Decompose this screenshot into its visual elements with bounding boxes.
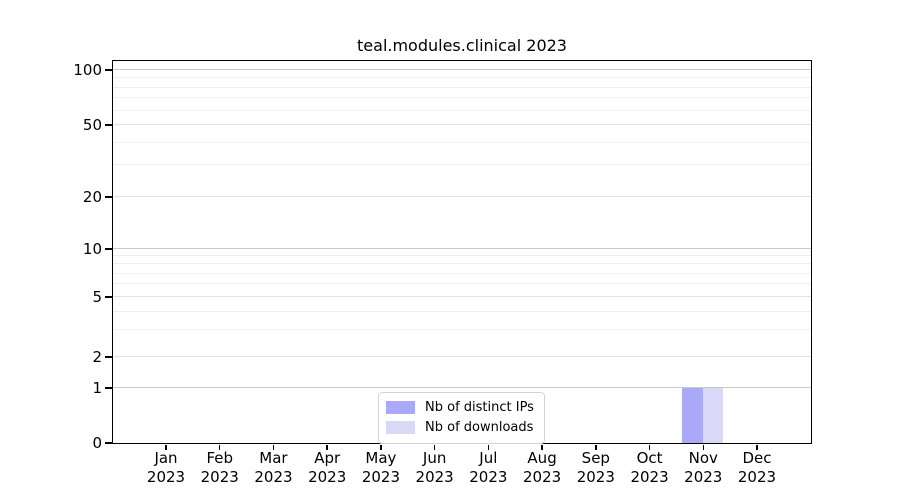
gridline-minor [112, 109, 811, 111]
gridline-minor [112, 272, 811, 274]
plot-area [111, 59, 812, 444]
x-axis-tick [326, 444, 328, 450]
gridline-minor [112, 97, 811, 99]
x-axis-tick [756, 444, 758, 450]
legend-label-distinct-ips: Nb of distinct IPs [425, 400, 534, 415]
x-axis-tick-label: Sep 2023 [576, 449, 615, 486]
x-axis-tick-label: Aug 2023 [522, 449, 562, 486]
bar-nb-of-downloads-nov [702, 387, 724, 443]
y-axis-tick-label: 20 [82, 188, 102, 206]
x-axis-tick [380, 444, 382, 450]
gridline-minor [112, 263, 811, 265]
legend-entry-distinct-ips: Nb of distinct IPs [386, 398, 534, 418]
y-axis-tick-label: 10 [82, 240, 102, 258]
gridline [112, 387, 811, 388]
legend: Nb of distinct IPs Nb of downloads [378, 391, 545, 444]
legend-label-downloads: Nb of downloads [425, 420, 534, 435]
gridline-minor [112, 310, 811, 312]
gridline [112, 248, 811, 249]
gridline [112, 196, 811, 197]
x-axis-tick [218, 444, 221, 450]
gridline [112, 356, 811, 357]
legend-swatch-downloads [386, 421, 415, 434]
y-axis-tick-label: 1 [92, 379, 102, 397]
x-axis-tick-label: Oct 2023 [630, 449, 669, 486]
x-axis-tick-label: Jan 2023 [146, 449, 186, 486]
x-axis-tick [541, 444, 543, 450]
y-axis-tick-label: 50 [82, 116, 102, 134]
legend-swatch-distinct-ips [386, 401, 415, 414]
gridline-minor [112, 329, 811, 331]
x-axis-tick [487, 444, 490, 450]
x-axis-tick-label: Mar 2023 [254, 449, 293, 486]
x-axis-tick [433, 444, 436, 450]
gridline [112, 296, 811, 297]
x-axis-tick [595, 444, 597, 450]
legend-entry-downloads: Nb of downloads [386, 418, 534, 438]
gridline-minor [112, 86, 811, 88]
x-axis-tick-label: May 2023 [361, 449, 400, 486]
y-axis-tick-label: 0 [92, 434, 102, 452]
x-axis-tick [165, 444, 167, 450]
gridline-minor [112, 141, 811, 143]
y-axis-tick-label: 100 [73, 61, 102, 79]
x-axis-tick-label: Apr 2023 [308, 449, 347, 486]
chart-title: teal.modules.clinical 2023 [357, 36, 567, 55]
gridline-minor [112, 77, 811, 79]
bar-nb-of-distinct-ips-nov [681, 387, 703, 443]
x-axis-tick-label: Nov 2023 [684, 449, 723, 486]
gridline-minor [112, 164, 811, 166]
x-axis-tick [648, 444, 651, 450]
gridline-minor [112, 255, 811, 257]
x-axis-tick-label: Dec 2023 [737, 449, 777, 486]
x-axis-tick-label: Feb 2023 [200, 449, 239, 486]
x-axis-tick [272, 444, 275, 450]
gridline [112, 124, 811, 125]
gridline-minor [112, 283, 811, 285]
y-axis-tick-label: 2 [92, 348, 102, 366]
y-axis-tick-label: 5 [92, 288, 102, 306]
x-axis-tick [702, 444, 705, 450]
x-axis-tick-label: Jul 2023 [469, 449, 508, 486]
x-axis-tick-label: Jun 2023 [415, 449, 454, 486]
gridline [112, 69, 811, 70]
